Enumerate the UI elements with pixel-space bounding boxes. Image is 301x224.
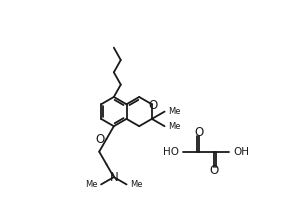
Text: Me: Me	[168, 107, 180, 116]
Text: Me: Me	[130, 180, 142, 189]
Text: Me: Me	[85, 180, 98, 189]
Text: OH: OH	[233, 147, 249, 157]
Text: O: O	[209, 164, 219, 177]
Text: O: O	[194, 126, 203, 139]
Text: N: N	[110, 171, 118, 184]
Text: HO: HO	[163, 147, 179, 157]
Text: Me: Me	[168, 122, 180, 131]
Text: O: O	[148, 99, 157, 112]
Text: O: O	[95, 133, 104, 146]
